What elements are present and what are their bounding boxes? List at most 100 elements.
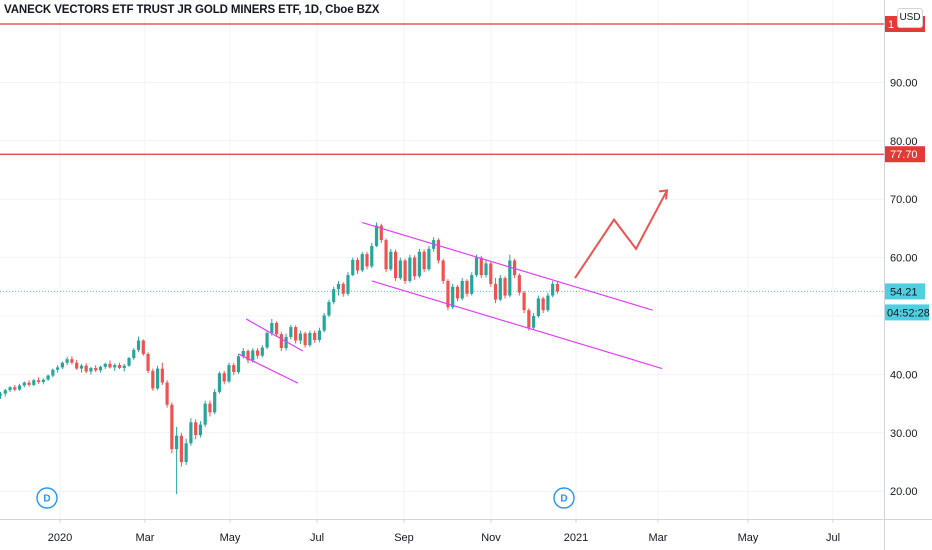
candle-body	[103, 363, 107, 367]
candle-body	[17, 385, 22, 390]
y-tick-label: 90.00	[890, 77, 918, 89]
candle-body	[75, 362, 79, 369]
candle-body	[265, 332, 269, 348]
candle-body	[512, 260, 517, 276]
x-tick-label: May	[220, 532, 241, 544]
x-tick-label: Jul	[310, 532, 324, 544]
dividend-event-label: D	[560, 494, 567, 505]
candle-body	[446, 280, 450, 308]
chart-title: VANECK VECTORS ETF TRUST JR GOLD MINERS …	[4, 4, 380, 16]
x-tick-label: 2020	[48, 532, 72, 544]
candle-body	[94, 367, 98, 371]
candle-body	[60, 362, 64, 368]
candle-body	[341, 283, 345, 294]
candle-body	[13, 387, 17, 390]
y-tick-label: 60.00	[890, 253, 918, 265]
x-tick-label: Mar	[136, 532, 155, 544]
candle-body	[408, 257, 412, 281]
candle-body	[203, 403, 207, 425]
candle-body	[522, 292, 526, 311]
candle-body	[508, 260, 512, 296]
dividend-event-label: D	[43, 494, 50, 505]
candle-body	[46, 375, 50, 380]
candle-body	[179, 435, 183, 462]
candle-body	[241, 351, 245, 357]
candle-body	[460, 280, 464, 299]
candle-body	[208, 403, 212, 413]
candle-body	[413, 257, 417, 277]
candle-body	[489, 263, 493, 284]
candle-body	[417, 251, 421, 277]
flag-channel-upper	[245, 318, 304, 352]
candle-body	[427, 248, 431, 270]
candle-body	[175, 435, 179, 450]
candle-body	[313, 332, 317, 340]
candle-body	[213, 391, 217, 413]
candle-body	[298, 333, 302, 341]
candle-body	[36, 380, 41, 382]
x-tick-label: Sep	[394, 532, 414, 544]
descending-channel-lower	[371, 280, 663, 370]
y-tick-label: 80.00	[890, 136, 918, 148]
candle-body	[184, 443, 188, 462]
candle-body	[441, 260, 445, 281]
candle-body	[303, 333, 307, 346]
candle-body	[279, 334, 283, 349]
candle-body	[122, 365, 126, 368]
horizontal-line-tag: 77.70	[890, 149, 918, 161]
candle-body	[474, 257, 479, 276]
candle-body	[360, 254, 364, 271]
candle-body	[455, 286, 460, 299]
candle-body	[374, 225, 379, 246]
candle-body	[8, 387, 12, 391]
candle-body	[274, 323, 279, 335]
candle-body	[227, 365, 231, 382]
horizontal-line-tag: 1	[888, 19, 894, 31]
dividend-event-marker	[36, 487, 58, 509]
candle-body	[465, 280, 469, 294]
countdown-tag-bg	[885, 304, 929, 321]
candle-body	[289, 327, 293, 338]
candle-body	[484, 263, 488, 276]
candle-body	[132, 349, 136, 359]
currency-button[interactable]: USD	[897, 8, 923, 28]
candle-body	[393, 251, 398, 279]
y-tick-label: 20.00	[890, 486, 918, 498]
candle-body	[270, 323, 274, 333]
candle-body	[527, 310, 531, 328]
candle-body	[232, 365, 236, 373]
candle-body	[355, 259, 360, 271]
candle-body	[260, 347, 264, 356]
candle-body	[365, 254, 369, 267]
dividend-event-marker	[553, 487, 575, 509]
candle-body	[160, 368, 164, 383]
candle-body	[379, 225, 383, 241]
candle-body	[65, 359, 69, 363]
candle-body	[27, 382, 31, 385]
candle-body	[113, 365, 117, 368]
candle-body	[322, 315, 326, 331]
last-price-tag-bg	[885, 283, 925, 300]
candle-body	[89, 367, 93, 372]
candle-body	[541, 298, 545, 311]
candle-body	[398, 260, 402, 279]
candle-body	[327, 301, 331, 316]
candle-body	[503, 278, 507, 296]
candle-body	[0, 393, 3, 396]
candle-body	[536, 298, 540, 316]
candle-body	[551, 283, 555, 296]
candle-body	[346, 275, 350, 294]
countdown-tag: 04:52:28	[887, 307, 930, 319]
y-tick-label: 30.00	[890, 428, 918, 440]
candle-body	[532, 316, 536, 328]
projection-arrow-head	[658, 189, 669, 200]
candle-body	[308, 332, 312, 346]
x-tick-label: Nov	[481, 532, 501, 544]
horizontal-line-tag-bg	[885, 146, 925, 163]
candle-body	[236, 356, 241, 373]
candle-body	[389, 251, 393, 270]
candle-body	[470, 275, 474, 294]
x-tick-label: May	[738, 532, 759, 544]
